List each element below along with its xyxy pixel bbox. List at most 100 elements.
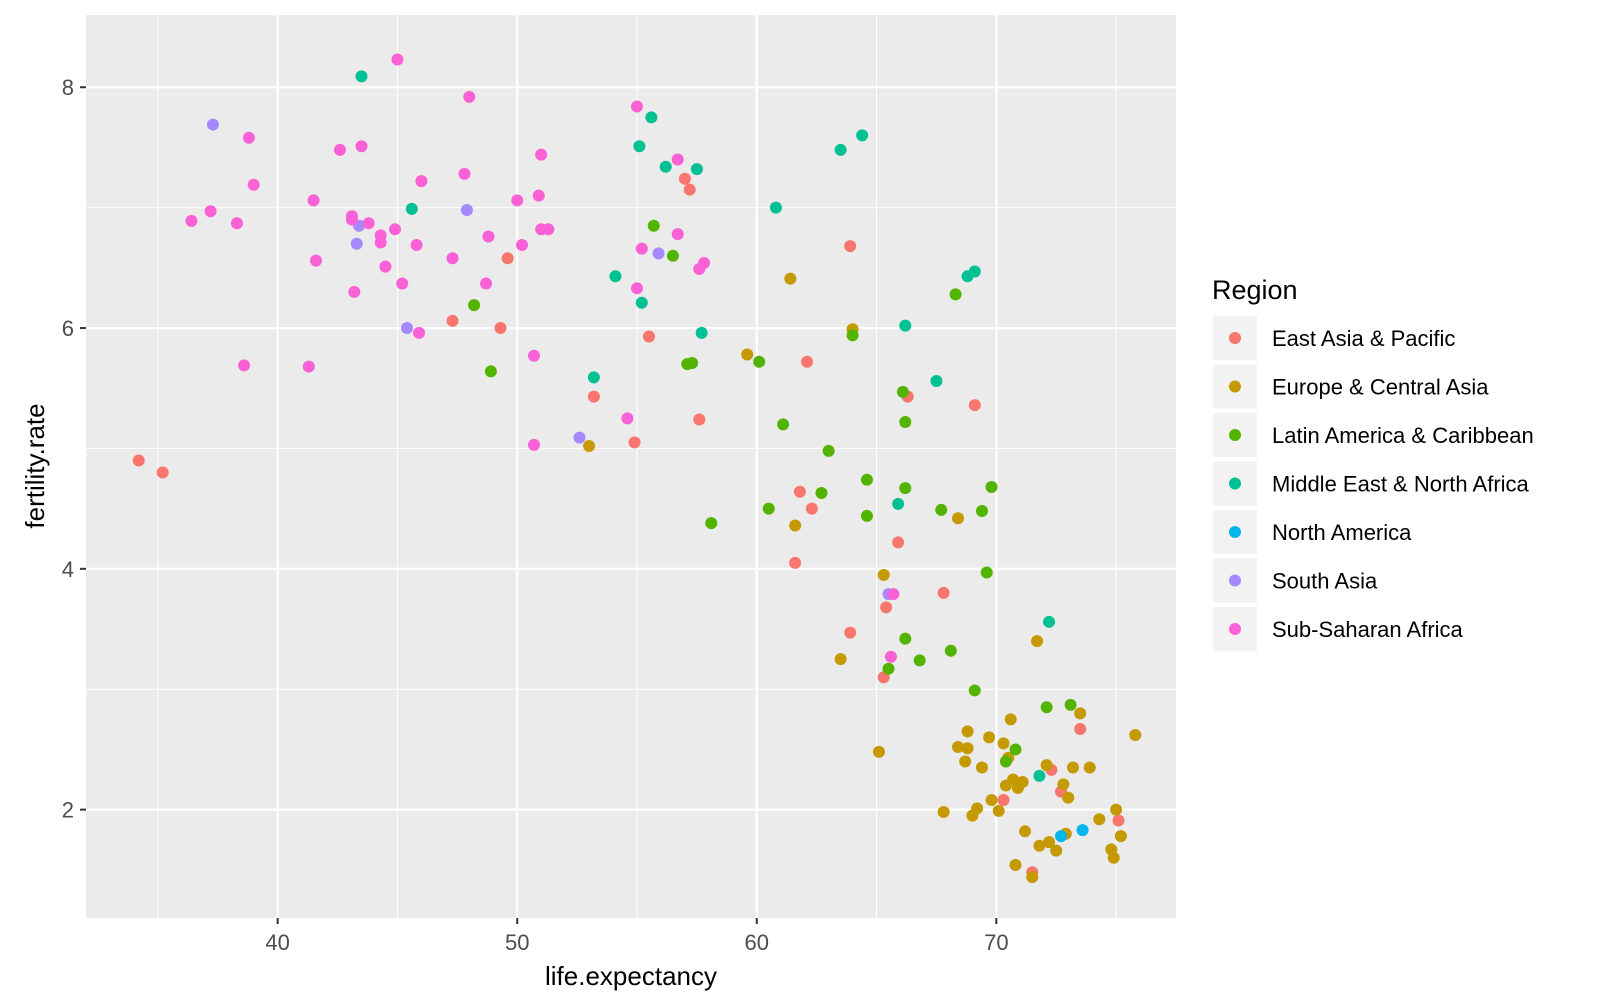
point-east-asia-pacific: [805, 502, 818, 515]
x-tick-label: 60: [745, 930, 769, 955]
point-europe-central-asia: [1083, 761, 1096, 774]
point-middle-east-north-africa: [659, 160, 672, 173]
point-latin-america-caribbean: [822, 444, 835, 457]
point-europe-central-asia: [1033, 839, 1046, 852]
grid-major: [86, 15, 1176, 918]
point-sub-saharan-africa: [535, 148, 548, 161]
point-sub-saharan-africa: [302, 360, 315, 373]
y-axis: 2 4 6 8: [62, 75, 86, 823]
point-middle-east-north-africa: [1043, 615, 1056, 628]
point-sub-saharan-africa: [307, 194, 320, 207]
point-latin-america-caribbean: [686, 356, 699, 369]
point-east-asia-pacific: [1112, 814, 1125, 827]
point-latin-america-caribbean: [705, 517, 718, 530]
point-east-asia-pacific: [628, 436, 641, 449]
point-latin-america-caribbean: [882, 662, 895, 675]
point-sub-saharan-africa: [671, 228, 684, 241]
point-middle-east-north-africa: [587, 371, 600, 384]
point-middle-east-north-africa: [1033, 769, 1046, 782]
point-south-asia: [350, 237, 363, 250]
point-europe-central-asia: [1074, 707, 1087, 720]
legend: Region East Asia & Pacific Europe & Centr…: [1212, 275, 1534, 651]
point-middle-east-north-africa: [856, 129, 869, 142]
point-sub-saharan-africa: [374, 236, 387, 249]
legend-marker-middle-east-north-africa: [1229, 477, 1241, 490]
point-europe-central-asia: [983, 731, 996, 744]
point-europe-central-asia: [1066, 761, 1079, 774]
legend-marker-south-asia: [1229, 574, 1241, 587]
x-axis-title: life.expectancy: [545, 961, 717, 991]
point-sub-saharan-africa: [238, 359, 251, 372]
point-latin-america-caribbean: [1064, 698, 1077, 711]
point-latin-america-caribbean: [468, 299, 481, 312]
point-sub-saharan-africa: [379, 260, 392, 273]
point-middle-east-north-africa: [609, 270, 622, 283]
legend-label-east-asia-pacific: East Asia & Pacific: [1272, 326, 1455, 351]
point-europe-central-asia: [971, 802, 984, 815]
point-sub-saharan-africa: [482, 230, 495, 243]
point-middle-east-north-africa: [769, 201, 782, 214]
point-east-asia-pacific: [642, 330, 655, 343]
point-europe-central-asia: [789, 519, 802, 532]
legend-marker-east-asia-pacific: [1229, 332, 1241, 344]
point-middle-east-north-africa: [645, 111, 658, 124]
point-sub-saharan-africa: [446, 252, 459, 265]
point-latin-america-caribbean: [860, 509, 873, 522]
point-latin-america-caribbean: [913, 654, 926, 667]
point-latin-america-caribbean: [896, 385, 909, 398]
point-south-asia: [652, 247, 665, 260]
point-europe-central-asia: [1129, 728, 1142, 741]
point-europe-central-asia: [961, 725, 974, 738]
point-sub-saharan-africa: [410, 238, 423, 251]
point-east-asia-pacific: [446, 314, 459, 327]
point-europe-central-asia: [1019, 825, 1032, 838]
point-europe-central-asia: [997, 737, 1010, 750]
point-sub-saharan-africa: [884, 650, 897, 663]
point-latin-america-caribbean: [762, 502, 775, 515]
point-europe-central-asia: [784, 272, 797, 285]
point-middle-east-north-africa: [892, 497, 905, 510]
point-south-asia: [401, 322, 414, 335]
point-sub-saharan-africa: [532, 189, 545, 202]
x-tick-label: 70: [984, 930, 1008, 955]
point-latin-america-caribbean: [935, 503, 948, 516]
point-sub-saharan-africa: [542, 223, 555, 236]
point-east-asia-pacific: [793, 485, 806, 498]
legend-title: Region: [1212, 275, 1298, 305]
point-europe-central-asia: [1040, 759, 1053, 772]
point-sub-saharan-africa: [671, 153, 684, 166]
legend-label-sub-saharan-africa: Sub-Saharan Africa: [1272, 617, 1464, 642]
y-tick-label: 8: [62, 75, 74, 100]
y-tick-label: 6: [62, 316, 74, 341]
grid-minor: [86, 15, 1176, 918]
point-europe-central-asia: [1110, 803, 1123, 816]
x-axis: 40 50 60 70: [265, 918, 1009, 955]
point-sub-saharan-africa: [348, 285, 361, 298]
point-sub-saharan-africa: [458, 167, 471, 180]
point-middle-east-north-africa: [355, 70, 368, 83]
point-latin-america-caribbean: [846, 329, 859, 342]
point-latin-america-caribbean: [899, 482, 912, 495]
y-tick-label: 2: [62, 798, 74, 823]
point-sub-saharan-africa: [412, 326, 425, 339]
point-europe-central-asia: [1009, 859, 1022, 872]
legend-marker-europe-central-asia: [1229, 380, 1241, 393]
point-europe-central-asia: [1107, 851, 1120, 864]
point-middle-east-north-africa: [405, 202, 418, 215]
point-north-america: [1076, 824, 1089, 837]
point-europe-central-asia: [1093, 813, 1106, 826]
point-latin-america-caribbean: [484, 365, 497, 378]
point-sub-saharan-africa: [185, 214, 198, 227]
point-south-asia: [573, 431, 586, 444]
point-europe-central-asia: [1026, 871, 1039, 884]
point-sub-saharan-africa: [355, 140, 368, 153]
y-tick-label: 4: [62, 557, 74, 582]
point-europe-central-asia: [741, 348, 754, 361]
point-europe-central-asia: [1016, 775, 1029, 788]
point-sub-saharan-africa: [463, 90, 476, 103]
point-latin-america-caribbean: [666, 249, 679, 262]
data-points: [132, 53, 1142, 884]
point-sub-saharan-africa: [204, 205, 217, 218]
point-sub-saharan-africa: [630, 100, 643, 113]
point-east-asia-pacific: [844, 240, 857, 253]
